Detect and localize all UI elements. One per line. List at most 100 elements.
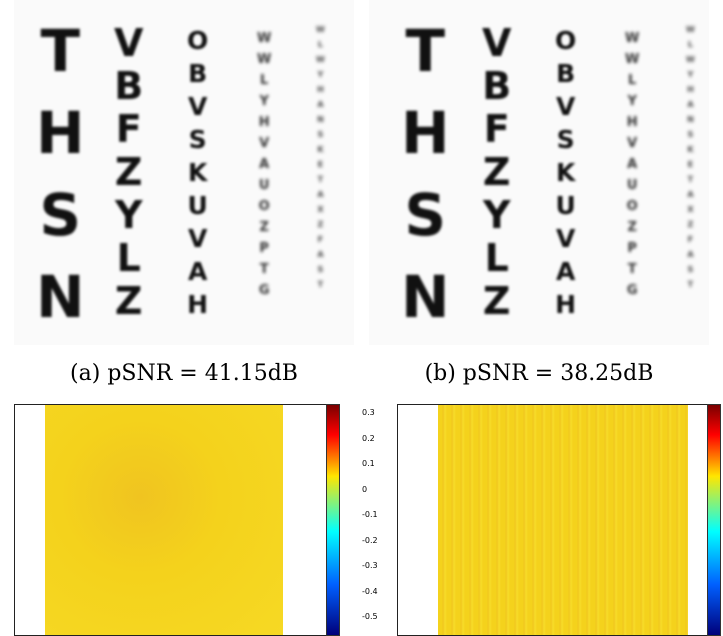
caption-b: (b) pSNR = 38.25dB (424, 361, 654, 386)
colorbar-tick-label: -0.1 (362, 510, 378, 519)
chart-letter: S (687, 130, 694, 139)
chart-letter: A (259, 157, 270, 172)
chart-letter: W (625, 52, 640, 67)
chart-letter: V (627, 136, 638, 151)
chart-letter: L (687, 40, 693, 49)
chart-letter: Z (114, 150, 143, 194)
chart-letter: W (257, 52, 272, 67)
chart-letter: W (316, 25, 325, 34)
chart-letter: A (627, 157, 638, 172)
chart-letter: B (556, 59, 576, 88)
chart-letter: B (114, 64, 144, 108)
chart-letter: F (483, 107, 510, 151)
chart-letter: H (555, 290, 577, 319)
chart-letter: L (317, 40, 323, 49)
caption-a: (a) pSNR = 41.15dB (70, 361, 298, 386)
chart-letter: K (187, 158, 208, 187)
error-map-image-b (438, 405, 688, 635)
chart-letter: T (405, 17, 446, 85)
chart-letter: S (687, 265, 694, 274)
chart-letter: U (258, 178, 270, 193)
colorbar-tick-label: 0 (362, 484, 368, 494)
chart-letter: H (36, 99, 85, 167)
chart-letter: K (687, 145, 694, 154)
colorbar-tick-label: 0.1 (362, 459, 375, 468)
chart-letter: N (317, 115, 324, 124)
chart-letter: E (687, 160, 694, 169)
chart-letter: W (686, 25, 695, 34)
chart-letter: Y (259, 94, 269, 109)
chart-letter: N (36, 263, 85, 331)
colorbar-tick-label: -0.2 (362, 535, 378, 545)
chart-letter: S (317, 130, 324, 139)
chart-letter: S (556, 125, 575, 154)
colorbar-tick-label: 0.3 (362, 408, 375, 417)
chart-letter: A (687, 100, 694, 109)
chart-letter: L (628, 73, 637, 88)
chart-letter: A (317, 250, 324, 259)
chart-letter: O (626, 199, 638, 214)
chart-letter: H (187, 290, 209, 319)
chart-letter: S (39, 181, 82, 249)
chart-letter: T (627, 262, 637, 277)
error-map-b (397, 404, 721, 636)
chart-letter: H (317, 85, 324, 94)
chart-letter: H (401, 99, 450, 167)
chart-letter: W (686, 55, 695, 64)
chart-letter: S (404, 181, 447, 249)
chart-letter: W (257, 31, 272, 46)
chart-letter: T (317, 280, 324, 289)
chart-letter: H (626, 115, 638, 130)
chart-letter: B (188, 59, 208, 88)
chart-letter: H (687, 85, 694, 94)
chart-letter: V (482, 21, 512, 65)
colorbar-a (326, 404, 340, 636)
chart-letter: A (687, 190, 694, 199)
chart-letter: A (187, 257, 208, 286)
chart-letter: V (187, 224, 208, 253)
chart-letter: Z (114, 279, 143, 323)
chart-letter: V (555, 224, 576, 253)
chart-letter: Y (114, 193, 143, 237)
chart-letter: T (317, 175, 324, 184)
chart-letter: P (259, 241, 269, 256)
chart-letter: L (484, 236, 509, 280)
chart-letter: X (317, 205, 324, 214)
chart-letter: Y (317, 70, 324, 79)
error-map-a (14, 404, 338, 636)
chart-letter: H (258, 115, 270, 130)
chart-letter: O (555, 26, 577, 55)
chart-letter: F (687, 235, 694, 244)
chart-letter: Z (482, 279, 511, 323)
chart-letter: T (687, 175, 694, 184)
chart-letter: K (555, 158, 576, 187)
chart-letter: Y (627, 94, 637, 109)
chart-letter: A (687, 250, 694, 259)
colorbar-tick-label: 0.2 (362, 433, 375, 443)
colorbar-tick-label: -0.4 (362, 586, 378, 596)
chart-letter: T (687, 280, 694, 289)
chart-letter: A (317, 190, 324, 199)
chart-letter: G (626, 283, 638, 298)
chart-letter: T (40, 17, 81, 85)
chart-letter: W (316, 55, 325, 64)
chart-letter: W (625, 31, 640, 46)
chart-letter: N (401, 263, 450, 331)
chart-letter: U (626, 178, 638, 193)
chart-letter: V (114, 21, 144, 65)
chart-letter: Z (259, 220, 269, 235)
chart-letter: T (259, 262, 269, 277)
chart-letter: Y (687, 70, 694, 79)
chart-letter: O (258, 199, 270, 214)
